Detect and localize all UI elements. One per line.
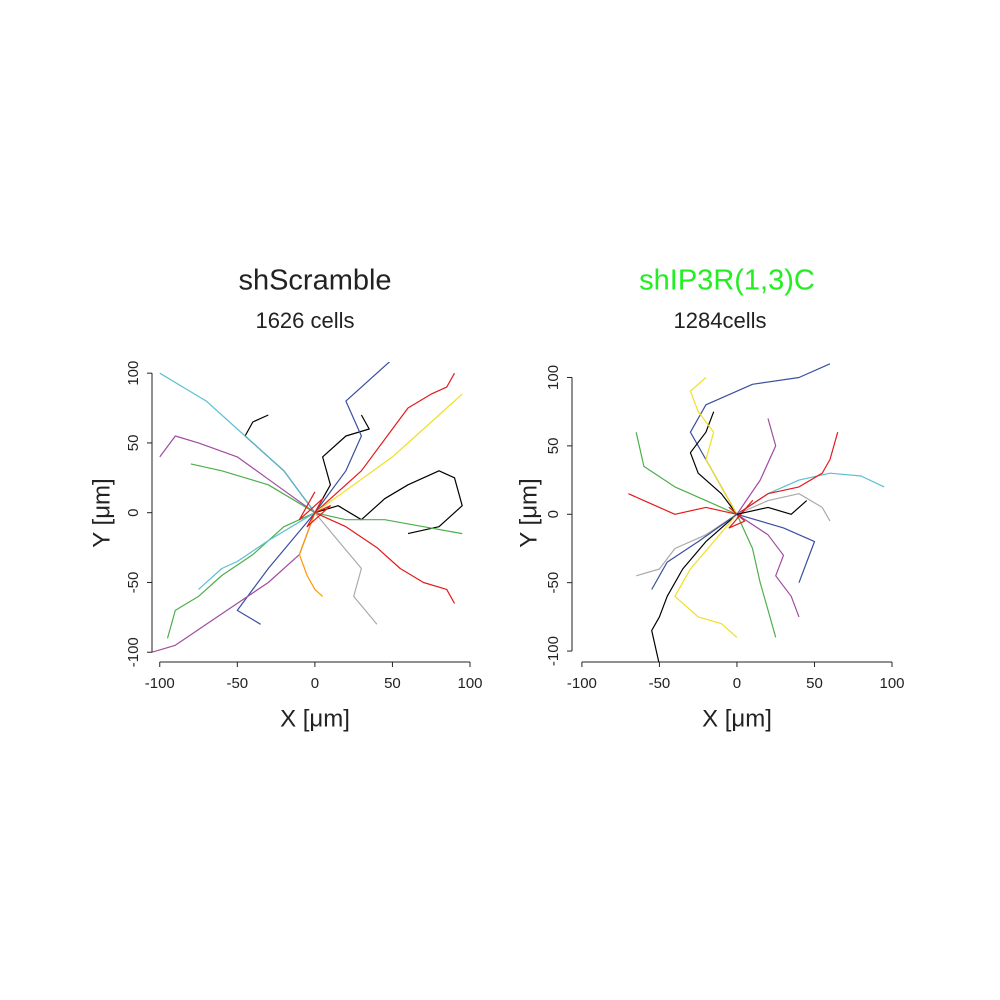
cell-track [728, 500, 754, 529]
x-tick-label: 100 [879, 675, 904, 692]
panel-subtitle: 1284cells [674, 308, 767, 333]
panel-subtitle: 1626 cells [255, 308, 354, 333]
cell-track [314, 470, 463, 535]
cell-track [298, 491, 331, 528]
cell-track [736, 472, 885, 515]
cell-track [152, 512, 316, 653]
cell-track [314, 393, 463, 514]
y-tick-label: -50 [125, 572, 142, 594]
x-tick-label: -100 [567, 675, 597, 692]
y-tick-label: 100 [545, 365, 562, 390]
panel-title: shScramble [238, 265, 391, 297]
y-tick-label: 100 [125, 361, 142, 386]
x-tick-label: -50 [226, 675, 248, 692]
cell-track [736, 514, 777, 638]
cell-track [651, 513, 738, 590]
y-tick-label: -100 [545, 636, 562, 666]
cell-track [736, 500, 808, 515]
cell-track [314, 512, 378, 625]
cell-track [314, 512, 463, 535]
y-tick-label: -50 [545, 572, 562, 594]
panel-title: shIP3R(1,3)C [639, 265, 815, 297]
cell-track [314, 362, 391, 514]
cell-track [635, 432, 738, 515]
x-tick-label: 0 [733, 675, 741, 692]
x-tick-label: 50 [806, 675, 823, 692]
cell-track [628, 493, 738, 515]
y-tick-label: 50 [545, 438, 562, 455]
y-axis-label: Y [μm] [88, 478, 115, 547]
cell-track [314, 372, 456, 514]
x-tick-label: -50 [649, 675, 671, 692]
panel: shIP3R(1,3)C 1284cells -100 -50 0 50 100 -100 -5… [515, 265, 904, 733]
y-tick-label: -100 [125, 637, 142, 667]
cell-track [236, 512, 316, 625]
cell-track [166, 512, 316, 639]
cell-track [314, 414, 370, 513]
cell-track [736, 432, 839, 515]
y-tick-label: 50 [125, 435, 142, 452]
plot-area [152, 362, 463, 653]
plot-area [628, 363, 885, 662]
panel: shScramble 1626 cells -100 -50 0 50 100 -100 -50… [88, 265, 482, 733]
cell-track [298, 512, 324, 597]
cell-track [736, 513, 816, 583]
cell-track [636, 513, 738, 577]
cell-track [651, 513, 738, 662]
cell-track [314, 512, 456, 604]
cell-track [736, 418, 777, 515]
y-tick-label: 0 [545, 510, 562, 518]
y-axis-label: Y [μm] [515, 478, 542, 547]
x-axis-label: X [μm] [702, 705, 772, 732]
cell-track [159, 435, 316, 514]
cell-track [159, 372, 316, 514]
x-tick-label: -100 [145, 675, 175, 692]
x-tick-label: 100 [457, 675, 482, 692]
x-tick-label: 0 [311, 675, 319, 692]
cell-track [198, 512, 316, 590]
cell-track [674, 513, 738, 638]
cell-track [736, 513, 800, 618]
cell-track [736, 493, 831, 522]
cell-track [689, 377, 738, 515]
x-axis-label: X [μm] [280, 705, 350, 732]
x-tick-label: 50 [384, 675, 401, 692]
y-tick-label: 0 [125, 509, 142, 517]
cell-track [689, 411, 738, 515]
cell-track [190, 463, 316, 514]
